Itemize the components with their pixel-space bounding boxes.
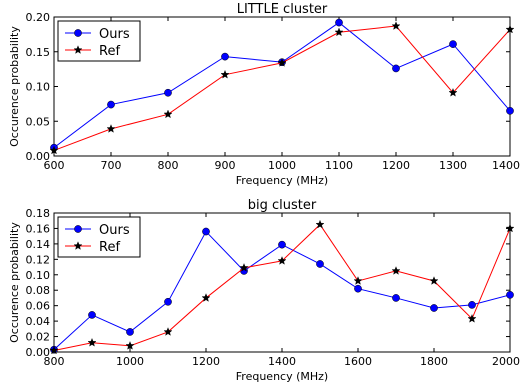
chart-2-x-tick-label: 1800 <box>420 355 448 368</box>
chart-1-series-ref-point <box>163 109 173 119</box>
chart-2-x-tick-label: 800 <box>44 355 65 368</box>
chart-1-y-tick-label: 0.05 <box>26 115 51 128</box>
chart-1-series-ref-point <box>106 124 116 133</box>
chart-2-y-tick-label: 0.18 <box>26 207 51 220</box>
chart-2-series-ours-point <box>430 304 438 312</box>
chart-2-series-ours-point <box>316 260 324 268</box>
chart-2-x-tick-label: 1600 <box>344 355 372 368</box>
chart-2-series-ours-point <box>354 284 362 293</box>
chart-2-legend-label-ours: Ours <box>99 223 130 238</box>
chart-1-legend-label-ours: Ours <box>99 27 130 42</box>
chart-1-x-tick-label: 1200 <box>382 159 410 172</box>
chart-2-x-tick-label: 2000 <box>492 355 520 368</box>
chart-1-x-tick-label: 800 <box>158 159 179 172</box>
chart-2-series-ref-point <box>277 256 287 265</box>
chart-2-series-ref-point <box>49 345 59 355</box>
chart-2-series-ours-point <box>506 291 514 299</box>
chart-2-y-tick-label: 0.12 <box>26 253 51 266</box>
chart-1-legend-marker-ref <box>73 45 83 54</box>
chart-2-x-tick-label: 1000 <box>116 355 144 368</box>
chart-2-series-ours-point <box>164 297 172 306</box>
chart-1-series-ours-point <box>107 100 115 109</box>
chart-2-legend-marker-ref <box>73 241 83 250</box>
chart-2-y-tick-label: 0.04 <box>26 315 51 328</box>
chart-1-y-tick-label: 0.20 <box>26 11 51 24</box>
chart-1-series-ours-point <box>221 52 229 61</box>
chart-1-series-ours-point <box>335 18 343 27</box>
chart-2-series-ref-point <box>125 341 135 350</box>
chart-2-y-tick-label: 0.08 <box>26 284 51 297</box>
chart-2-series-ours-point <box>468 301 476 309</box>
chart-2-y-tick-label: 0.10 <box>26 269 51 282</box>
chart-2-series-ref-point <box>163 327 173 336</box>
chart-1-y-axis-label: Occurence probability <box>8 26 21 147</box>
chart-2-series-ref-point <box>429 276 439 285</box>
chart-2-y-tick-label: 0.02 <box>26 331 51 344</box>
chart-1-series-ours-point <box>506 106 514 115</box>
chart-2-series-ref-point <box>505 223 515 233</box>
chart-1-x-tick-label: 700 <box>101 159 122 172</box>
chart-1-series-ref-point <box>277 58 287 67</box>
chart-1-title: LITTLE cluster <box>237 2 328 17</box>
chart-1-legend-box <box>57 20 141 62</box>
chart-1-series-ours-point <box>392 64 400 73</box>
chart-1-series-ref-point <box>391 21 401 30</box>
chart-1-series-ours-point <box>449 40 457 48</box>
chart-1: 600 700 800 900 1000 1100 1200 1300 1400 0.00 0.05… <box>8 2 520 187</box>
chart-2-y-axis-label: Occurence probability <box>8 222 21 343</box>
chart-1-legend: Ours Ref <box>57 20 141 62</box>
chart-1-y-tick-label: 0.00 <box>26 150 51 163</box>
chart-2-series-ours-point <box>88 311 96 319</box>
chart-1-legend-label-ref: Ref <box>99 44 120 59</box>
chart-1-x-tick-label: 1000 <box>268 159 296 172</box>
chart-2-legend: Ours Ref <box>57 216 141 258</box>
chart-2-series-ref-point <box>467 314 477 323</box>
chart-2-x-tick-label: 1400 <box>268 355 296 368</box>
chart-2-series-ref-point <box>201 293 211 302</box>
chart-2-series-ref-point <box>239 263 249 272</box>
chart-1-x-axis-label: Frequency (MHz) <box>236 174 328 187</box>
chart-1-series-ref-point <box>448 87 458 97</box>
chart-2-y-tick-label: 0.16 <box>26 222 51 235</box>
chart-1-series-ref-point <box>334 27 344 37</box>
chart-2-series-ref-point <box>315 219 325 229</box>
chart-2-legend-label-ref: Ref <box>99 240 120 255</box>
chart-2: 800 1000 1200 1400 1600 1800 2000 0.00 0.02 0.04 0… <box>8 198 520 383</box>
chart-1-series-ref-point <box>220 69 230 79</box>
chart-2-series-ours-point <box>278 240 286 249</box>
chart-1-y-tick-label: 0.10 <box>26 81 51 94</box>
chart-2-y-tick-label: 0.06 <box>26 300 51 313</box>
chart-2-series-ours-point <box>126 328 134 336</box>
chart-2-legend-box <box>57 216 141 258</box>
chart-1-x-tick-label: 900 <box>215 159 236 172</box>
chart-2-series-ref-point <box>391 266 401 275</box>
chart-2-series-ours-point <box>202 227 210 236</box>
chart-1-legend-marker-ours <box>74 29 82 37</box>
chart-2-legend-marker-ours <box>74 225 82 233</box>
chart-2-y-tick-label: 0.00 <box>26 346 51 359</box>
chart-1-x-tick-label: 1300 <box>439 159 467 172</box>
chart-1-series-ref-point <box>49 145 59 155</box>
chart-2-series-ref-point <box>353 276 363 285</box>
chart-2-series-ref-point <box>87 337 97 347</box>
chart-2-title: big cluster <box>248 198 317 213</box>
chart-1-y-tick-label: 0.15 <box>26 46 51 59</box>
chart-2-y-tick-label: 0.14 <box>26 238 51 251</box>
chart-2-series-ours-point <box>392 294 400 302</box>
chart-2-x-tick-label: 1200 <box>192 355 220 368</box>
chart-1-x-tick-label: 600 <box>44 159 65 172</box>
chart-1-series-ours-point <box>164 88 172 97</box>
chart-1-series-ref-point <box>505 24 515 34</box>
chart-1-x-tick-label: 1400 <box>492 159 520 172</box>
chart-2-x-axis-label: Frequency (MHz) <box>236 370 328 383</box>
chart-1-x-tick-label: 1100 <box>325 159 353 172</box>
